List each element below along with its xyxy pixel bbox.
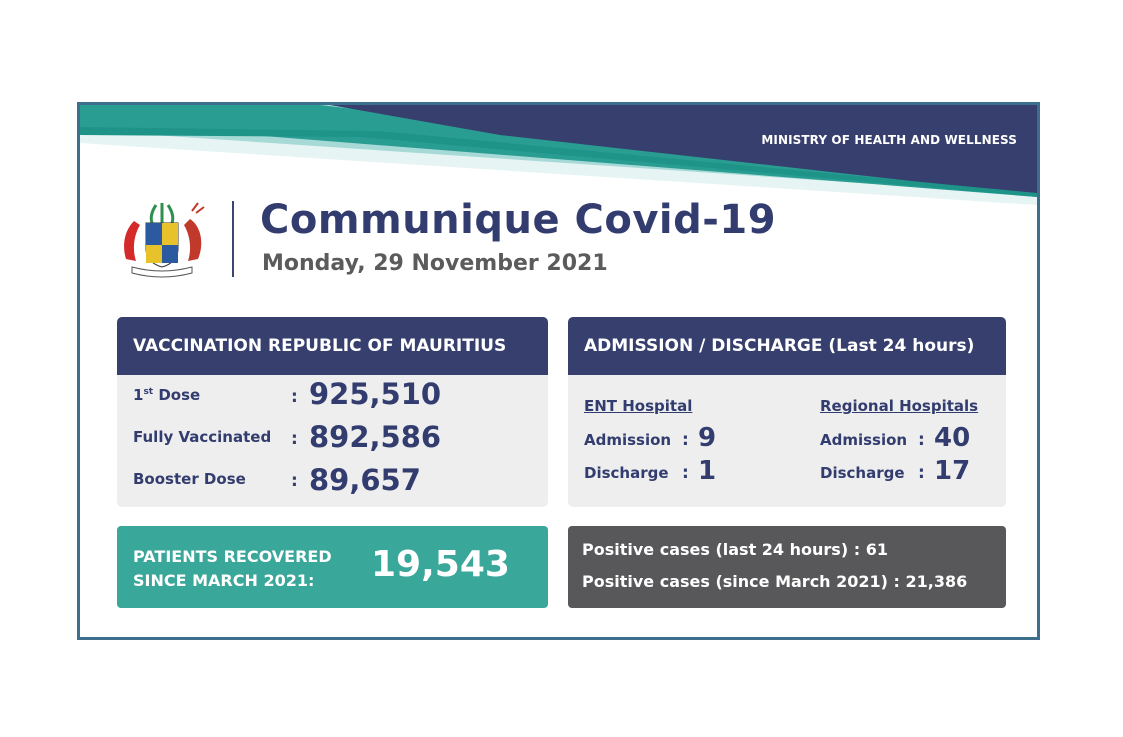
regional-discharge-value: 17	[934, 456, 971, 486]
ent-discharge-colon: :	[682, 463, 689, 483]
admission-heading: ADMISSION / DISCHARGE (Last 24 hours)	[568, 317, 1006, 375]
report-date: Monday, 29 November 2021	[262, 251, 608, 276]
coat-of-arms-icon	[124, 202, 205, 278]
regional-hospitals-heading: Regional Hospitals	[820, 397, 979, 415]
first-dose-row: 1st Dose	[133, 385, 200, 404]
admission-panel: ADMISSION / DISCHARGE (Last 24 hours) EN…	[568, 317, 1006, 507]
recovered-panel: PATIENTS RECOVERED SINCE MARCH 2021: 19,…	[117, 526, 548, 608]
regional-admission-colon: :	[918, 430, 925, 450]
ministry-label: MINISTRY OF HEALTH AND WELLNESS	[761, 133, 1017, 147]
ent-discharge-label: Discharge	[584, 464, 669, 482]
page-title: Communique Covid-19	[260, 197, 777, 243]
positive-since-march-label: Positive cases (since March 2021) :	[582, 572, 900, 591]
vaccination-heading: VACCINATION REPUBLIC OF MAURITIUS	[117, 317, 548, 375]
fully-vaccinated-value: 892,586	[309, 420, 442, 454]
positive-last-24h-row: Positive cases (last 24 hours) : 61	[582, 540, 888, 559]
fully-vaccinated-colon: :	[291, 429, 298, 449]
header-divider	[232, 201, 234, 277]
positive-last-24h-label: Positive cases (last 24 hours) :	[582, 540, 861, 559]
regional-admission-label: Admission	[820, 431, 908, 449]
recovered-label: PATIENTS RECOVERED SINCE MARCH 2021:	[133, 547, 332, 590]
communique-card: MINISTRY OF HEALTH AND WELLNESS Communiq…	[77, 102, 1040, 640]
booster-dose-label: Booster Dose	[133, 470, 246, 488]
regional-discharge-label: Discharge	[820, 464, 905, 482]
first-dose-value: 925,510	[309, 377, 442, 411]
fully-vaccinated-label: Fully Vaccinated	[133, 428, 272, 446]
positive-since-march-row: Positive cases (since March 2021) : 21,3…	[582, 572, 967, 591]
header-banner	[80, 105, 1037, 205]
positive-since-march-value: 21,386	[905, 572, 968, 591]
booster-dose-colon: :	[291, 471, 298, 491]
ent-admission-value: 9	[698, 423, 717, 453]
recovered-value: 19,543	[371, 544, 510, 585]
regional-admission-value: 40	[934, 423, 971, 453]
positive-last-24h-value: 61	[865, 540, 888, 559]
first-dose-colon: :	[291, 387, 298, 407]
ent-admission-label: Admission	[584, 431, 672, 449]
booster-dose-value: 89,657	[309, 463, 421, 497]
positive-cases-panel: Positive cases (last 24 hours) : 61 Posi…	[568, 526, 1006, 608]
vaccination-panel: VACCINATION REPUBLIC OF MAURITIUS 1st Do…	[117, 317, 548, 507]
first-dose-label: 1st Dose	[133, 386, 201, 404]
ent-admission-colon: :	[682, 430, 689, 450]
ent-discharge-value: 1	[698, 456, 717, 486]
regional-discharge-colon: :	[918, 463, 925, 483]
ent-hospital-heading: ENT Hospital	[584, 397, 693, 415]
